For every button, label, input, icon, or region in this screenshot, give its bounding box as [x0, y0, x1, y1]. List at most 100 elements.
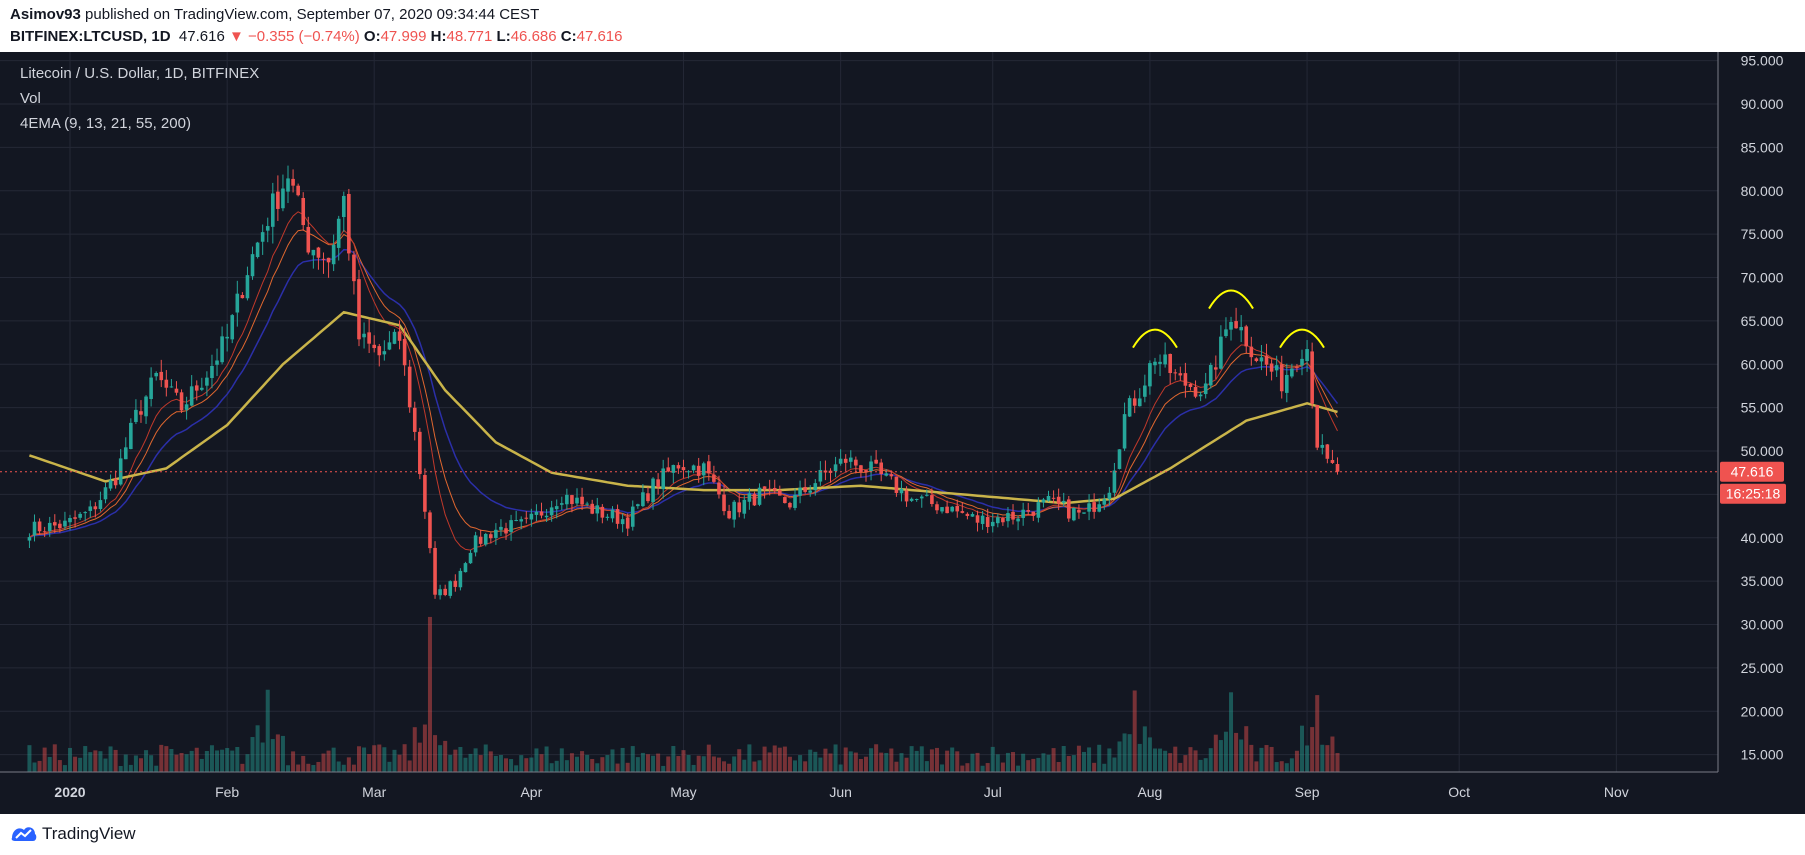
- candle-body: [1107, 492, 1112, 500]
- candle-body: [1239, 327, 1243, 331]
- candle-body: [154, 372, 158, 377]
- candle-body: [326, 257, 331, 263]
- volume-bar: [1041, 753, 1046, 772]
- candle-body: [970, 514, 975, 517]
- volume-bar: [869, 748, 874, 772]
- volume-bar: [1239, 739, 1244, 772]
- price-axis-label: 75.000: [1741, 226, 1784, 242]
- volume-bar: [732, 756, 737, 772]
- candle-body: [336, 218, 341, 248]
- candle-body: [88, 506, 93, 511]
- footer-brand[interactable]: TradingView: [42, 824, 136, 843]
- price-axis-panel[interactable]: [1718, 52, 1805, 772]
- candle-body: [696, 465, 701, 476]
- candle-body: [1112, 470, 1117, 493]
- volume-bar: [524, 758, 529, 772]
- volume-bar: [372, 745, 377, 772]
- candle-body: [179, 392, 184, 411]
- candle-body: [879, 462, 883, 475]
- volume-bar: [696, 755, 701, 772]
- volume-bar: [270, 739, 275, 772]
- legend-title[interactable]: Litecoin / U.S. Dollar, 1D, BITFINEX: [20, 65, 259, 82]
- candle-body: [225, 336, 229, 339]
- candle-body: [904, 490, 909, 502]
- volume-bar: [458, 746, 463, 772]
- candle-body: [1173, 372, 1178, 374]
- candle-body: [661, 468, 665, 490]
- volume-bar: [255, 725, 260, 772]
- candle-body: [149, 377, 153, 399]
- candle-body: [1325, 444, 1330, 459]
- candle-body: [509, 520, 513, 533]
- price-chart[interactable]: 95.000 90.000 85.000 80.000 75.000 70.000 65.0…: [0, 52, 1805, 814]
- volume-bar: [686, 755, 691, 772]
- volume-bar: [742, 759, 747, 772]
- candle-body: [499, 526, 503, 530]
- candle-body: [1229, 321, 1233, 330]
- volume-bar: [1229, 692, 1234, 772]
- volume-bar: [1127, 734, 1132, 772]
- candle-body: [397, 331, 402, 341]
- volume-bar: [1152, 748, 1157, 772]
- candle-body: [108, 480, 113, 489]
- candle-body: [1219, 336, 1223, 369]
- price-tag-text: 47.616: [1731, 464, 1774, 480]
- candle-body: [1285, 374, 1289, 393]
- volume-bar: [245, 754, 250, 772]
- candle-body: [950, 506, 954, 512]
- volume-bar: [133, 755, 138, 772]
- volume-bar: [1279, 761, 1284, 772]
- candle-body: [864, 470, 868, 472]
- volume-bar: [549, 763, 554, 772]
- symbol-quote: BITFINEX:LTCUSD, 1D 47.616 ▼ −0.355 (−0.…: [10, 28, 623, 45]
- candle-body: [848, 457, 853, 462]
- candle-body: [727, 510, 731, 519]
- candle-body: [1092, 502, 1096, 512]
- volume-bar: [235, 746, 240, 772]
- candle-body: [296, 185, 300, 196]
- candle-body: [331, 244, 336, 265]
- volume-bar: [341, 764, 346, 772]
- candle-body: [159, 371, 164, 381]
- price-axis-label: 35.000: [1741, 573, 1784, 589]
- volume-bar: [473, 748, 478, 772]
- volume-bar: [747, 744, 752, 772]
- legend-volume[interactable]: Vol: [20, 90, 41, 107]
- candle-body: [575, 497, 579, 504]
- candle-body: [681, 467, 686, 471]
- time-axis-label: 2020: [54, 784, 85, 800]
- volume-bar: [159, 744, 164, 772]
- legend-ema[interactable]: 4EMA (9, 13, 21, 55, 200): [20, 115, 191, 132]
- candle-body: [1082, 512, 1086, 514]
- candle-body: [1290, 368, 1294, 377]
- volume-bar: [73, 756, 78, 772]
- volume-bar: [250, 737, 255, 772]
- candle-body: [1244, 326, 1249, 347]
- volume-bar: [1016, 765, 1021, 772]
- volume-bar: [828, 753, 833, 772]
- candle-body: [925, 494, 929, 496]
- author-name[interactable]: Asimov93: [10, 6, 81, 23]
- volume-bar: [580, 751, 585, 772]
- candle-body: [742, 499, 747, 514]
- volume-bar: [630, 746, 635, 772]
- candle-body: [423, 475, 427, 512]
- candle-body: [321, 258, 326, 260]
- candle-body: [985, 517, 990, 527]
- candle-body: [625, 517, 630, 529]
- candle-body: [367, 332, 371, 344]
- candle-body: [1310, 351, 1314, 404]
- volume-bar: [326, 750, 331, 772]
- volume-bar: [407, 760, 412, 772]
- volume-bar: [1193, 750, 1198, 772]
- volume-bar: [575, 756, 579, 772]
- volume-bar: [858, 758, 863, 772]
- candle-body: [63, 520, 67, 527]
- volume-bar: [666, 756, 671, 772]
- candle-body: [235, 293, 240, 313]
- volume-bar: [620, 747, 625, 772]
- volume-bar: [468, 753, 473, 772]
- candle-body: [1016, 518, 1020, 522]
- candle-body: [184, 404, 189, 410]
- candle-body: [1143, 385, 1147, 397]
